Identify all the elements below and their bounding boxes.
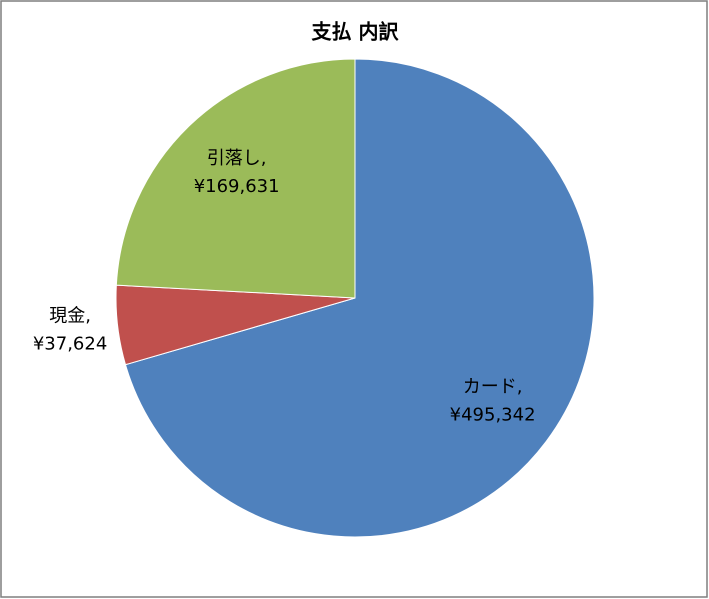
pie-slice xyxy=(124,58,595,538)
value-label: ¥169,631 xyxy=(194,176,280,197)
chart-title: 支払 内訳 xyxy=(312,20,400,44)
pie-slice xyxy=(115,58,356,299)
slice-label: 引落し, xyxy=(207,148,267,169)
value-label: ¥37,624 xyxy=(33,334,107,355)
slice-label: カード, xyxy=(463,376,523,397)
value-label: ¥495,342 xyxy=(450,404,536,425)
slice-label: 現金, xyxy=(49,306,91,327)
